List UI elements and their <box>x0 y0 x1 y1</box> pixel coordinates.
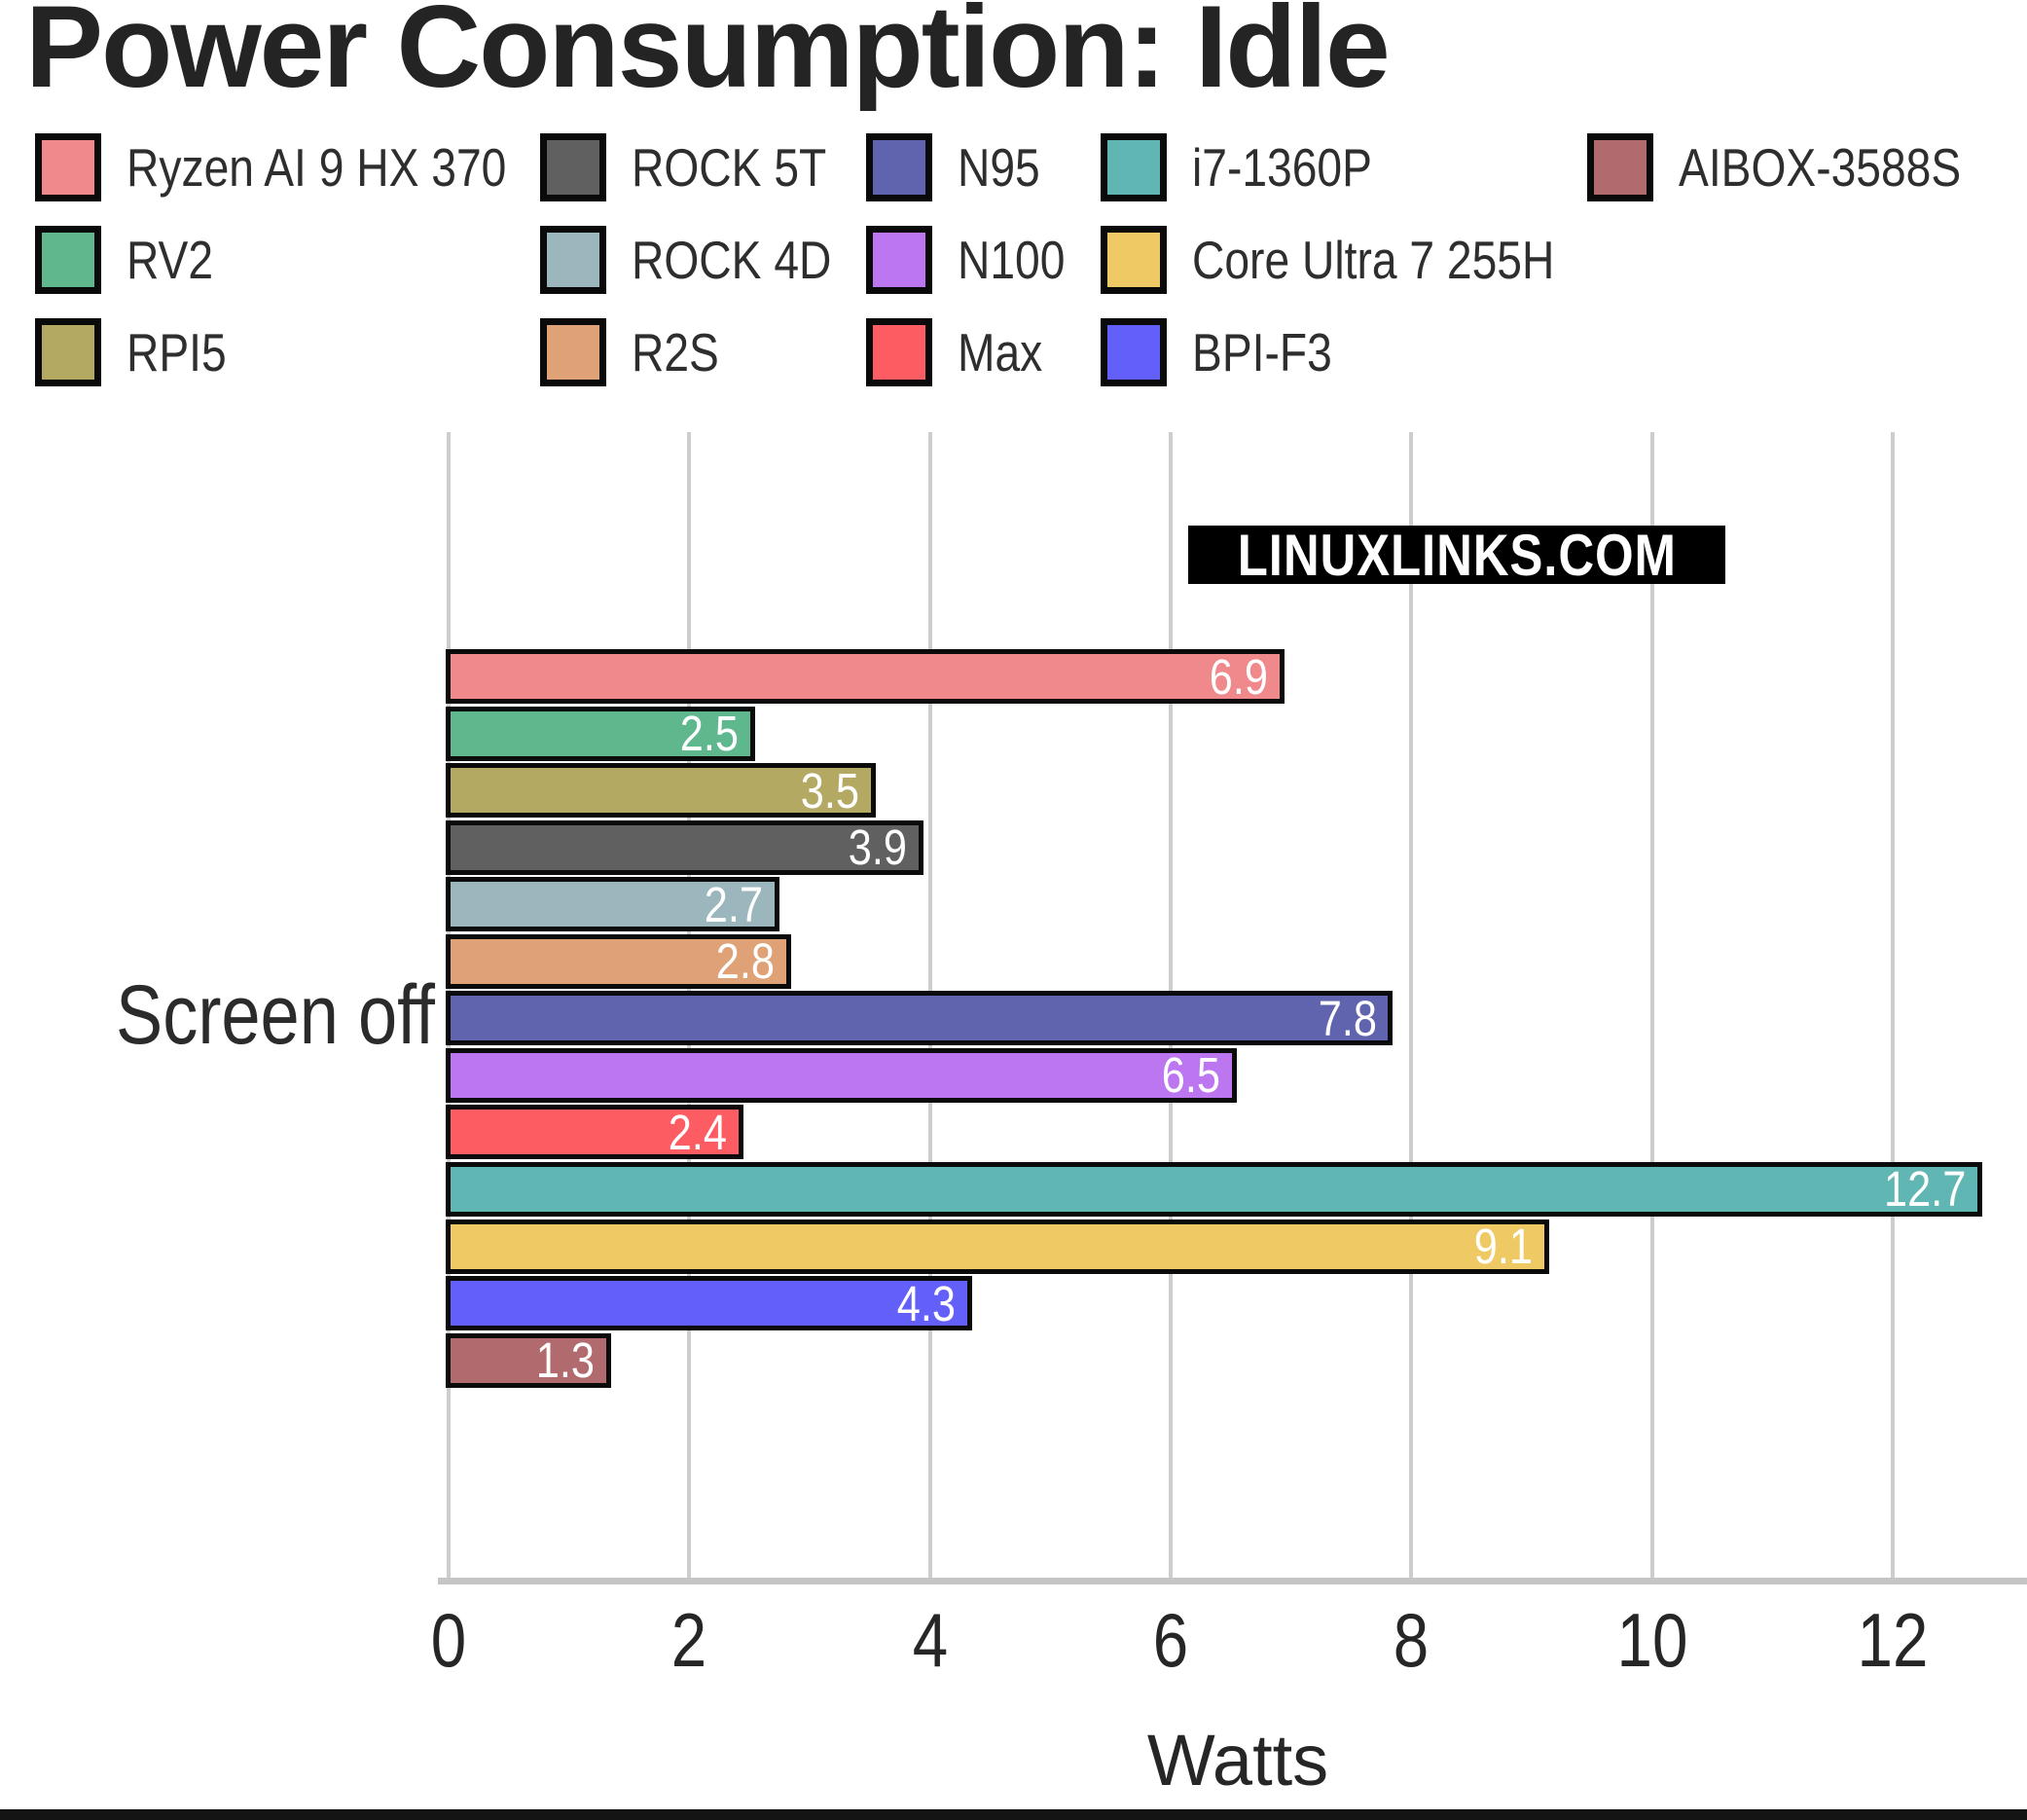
legend-label-aibox-3588s: AIBOX-3588S <box>1679 137 1962 198</box>
legend-item-i7-1360p: i7-1360P <box>1101 133 1406 201</box>
bar-rpi5: 3.5 <box>446 762 876 819</box>
legend-swatch-max <box>866 318 932 386</box>
legend-label-bpi-f3: BPI-F3 <box>1192 322 1332 382</box>
bar-rock-4d: 2.7 <box>446 876 779 932</box>
bar-rv2: 2.5 <box>446 706 756 762</box>
legend-swatch-ryzen-ai-9-hx-370 <box>35 133 101 201</box>
legend-swatch-r2s <box>540 318 606 386</box>
legend-item-core-ultra-7-255h: Core Ultra 7 255H <box>1101 226 1623 294</box>
legend-label-r2s: R2S <box>632 322 719 382</box>
legend-item-rv2: RV2 <box>35 226 230 294</box>
legend-label-n100: N100 <box>958 230 1066 290</box>
bar-value-label: 3.9 <box>849 819 908 876</box>
x-tick-4: 4 <box>912 1597 948 1683</box>
bar-core-ultra-7-255h: 9.1 <box>446 1219 1550 1274</box>
legend-label-rock-4d: ROCK 4D <box>632 230 832 290</box>
legend-item-bpi-f3: BPI-F3 <box>1101 318 1358 386</box>
bar-value-label: 3.5 <box>800 762 859 819</box>
legend-swatch-bpi-f3 <box>1101 318 1167 386</box>
x-axis-label: Watts <box>1146 1720 1329 1801</box>
legend-item-rpi5: RPI5 <box>35 318 245 386</box>
legend-label-i7-1360p: i7-1360P <box>1192 137 1372 198</box>
bar-value-label: 2.8 <box>716 933 776 990</box>
watermark-text: LINUXLINKS.COM <box>1237 522 1677 588</box>
legend-swatch-rv2 <box>35 226 101 294</box>
bar-value-label: 12.7 <box>1884 1161 1967 1218</box>
chart-title: Power Consumption: Idle <box>25 0 1391 112</box>
x-tick-6: 6 <box>1152 1597 1189 1683</box>
gridline-x-12 <box>1890 432 1895 1578</box>
legend-item-max: Max <box>866 318 1059 386</box>
legend-swatch-rpi5 <box>35 318 101 386</box>
y-category-label: Screen off <box>116 968 435 1062</box>
bar-n95: 7.8 <box>446 990 1394 1046</box>
legend-swatch-rock-4d <box>540 226 606 294</box>
bar-aibox-3588s: 1.3 <box>446 1332 611 1389</box>
bar-value-label: 4.3 <box>896 1275 956 1331</box>
gridline-x-10 <box>1649 432 1654 1578</box>
bar-value-label: 7.8 <box>1318 990 1377 1046</box>
legend-label-rock-5t: ROCK 5T <box>632 137 827 198</box>
bar-bpi-f3: 4.3 <box>446 1275 972 1331</box>
legend-swatch-i7-1360p <box>1101 133 1167 201</box>
x-tick-0: 0 <box>430 1597 467 1683</box>
legend-item-n95: N95 <box>866 133 1056 201</box>
bar-r2s: 2.8 <box>446 933 792 990</box>
legend-swatch-rock-5t <box>540 133 606 201</box>
bar-value-label: 2.5 <box>679 706 740 762</box>
legend-item-ryzen-ai-9-hx-370: Ryzen AI 9 HX 370 <box>35 133 579 201</box>
x-axis-line <box>438 1578 2027 1584</box>
legend-swatch-core-ultra-7-255h <box>1101 226 1167 294</box>
legend-label-rv2: RV2 <box>127 230 214 290</box>
legend-label-ryzen-ai-9-hx-370: Ryzen AI 9 HX 370 <box>127 137 507 198</box>
gridline-x-8 <box>1409 432 1414 1578</box>
watermark: LINUXLINKS.COM <box>1188 523 1725 588</box>
legend-label-n95: N95 <box>958 137 1040 198</box>
bar-n100: 6.5 <box>446 1047 1237 1104</box>
legend-swatch-aibox-3588s <box>1587 133 1653 201</box>
x-tick-12: 12 <box>1857 1597 1929 1683</box>
legend-swatch-n100 <box>866 226 932 294</box>
bar-value-label: 2.4 <box>668 1104 727 1160</box>
legend-item-rock-4d: ROCK 4D <box>540 226 870 294</box>
x-tick-8: 8 <box>1393 1597 1430 1683</box>
bar-rock-5t: 3.9 <box>446 819 924 876</box>
legend-label-rpi5: RPI5 <box>127 322 227 382</box>
legend-item-aibox-3588s: AIBOX-3588S <box>1587 133 2014 201</box>
bar-value-label: 2.7 <box>704 876 763 932</box>
bar-ryzen-ai-9-hx-370: 6.9 <box>446 649 1285 704</box>
x-tick-2: 2 <box>671 1597 707 1683</box>
bar-max: 2.4 <box>446 1104 743 1160</box>
bar-value-label: 1.3 <box>535 1332 595 1389</box>
legend-label-core-ultra-7-255h: Core Ultra 7 255H <box>1192 230 1555 290</box>
legend-item-n100: N100 <box>866 226 1085 294</box>
legend-swatch-n95 <box>866 133 932 201</box>
bar-value-label: 9.1 <box>1474 1219 1534 1274</box>
bar-i7-1360p: 12.7 <box>446 1161 1983 1218</box>
x-tick-10: 10 <box>1616 1597 1687 1683</box>
bar-value-label: 6.9 <box>1210 648 1269 705</box>
bar-value-label: 6.5 <box>1161 1047 1220 1104</box>
legend-label-max: Max <box>958 322 1043 382</box>
legend-item-r2s: R2S <box>540 318 736 386</box>
legend-item-rock-5t: ROCK 5T <box>540 133 863 201</box>
bottom-border <box>0 1809 2027 1820</box>
